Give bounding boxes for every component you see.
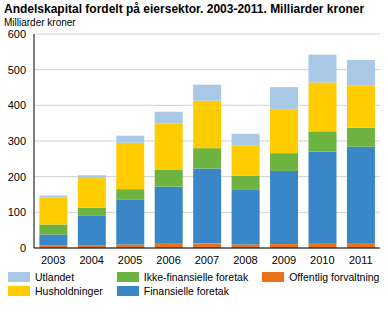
svg-text:300: 300 [8,135,26,147]
html-text:Offentlig forvaltning: Offentlig forvaltning [289,271,380,283]
html-text:Finansielle foretak: Finansielle foretak [143,285,229,297]
svg-text:2006: 2006 [156,254,180,266]
svg-text:400: 400 [8,99,26,111]
svg-text:2005: 2005 [118,254,142,266]
svg-text:200: 200 [8,171,26,183]
html-text:Husholdninger: Husholdninger [35,285,103,297]
html-text:Ikke-finansielle foretak: Ikke-finansielle foretak [143,271,249,283]
html-text:Milliarder kroner: Milliarder kroner [4,17,76,28]
svg-text:2007: 2007 [195,254,219,266]
svg-text:2010: 2010 [310,254,334,266]
svg-text:500: 500 [8,64,26,76]
svg-text:2009: 2009 [272,254,296,266]
svg-text:100: 100 [8,206,26,218]
svg-text:2008: 2008 [233,254,257,266]
svg-text:2004: 2004 [79,254,103,266]
html-text:Andelskapital fordelt på eiers: Andelskapital fordelt på eiersektor. 200… [4,2,365,16]
svg-text:2003: 2003 [41,254,65,266]
svg-text:2011: 2011 [349,254,373,266]
html-text:Utlandet: Utlandet [35,271,75,283]
svg-text:0: 0 [20,242,26,254]
svg-text:600: 600 [8,28,26,40]
